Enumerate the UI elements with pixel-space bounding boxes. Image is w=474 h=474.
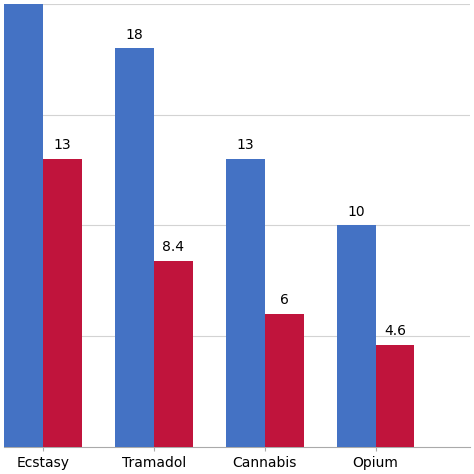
Bar (115, 48, 154, 447)
Bar (226, 159, 264, 447)
Text: 13: 13 (237, 138, 254, 153)
Bar (43, 159, 82, 447)
Text: 13: 13 (54, 138, 71, 153)
Text: 18: 18 (126, 28, 143, 42)
Text: 4.6: 4.6 (384, 324, 406, 338)
Text: 10: 10 (347, 205, 365, 219)
Bar (375, 345, 414, 447)
Text: 8.4: 8.4 (162, 240, 184, 254)
Bar (264, 314, 303, 447)
Text: 6: 6 (280, 293, 289, 307)
Bar (337, 226, 375, 447)
Bar (4, 0, 43, 447)
Bar (154, 261, 192, 447)
